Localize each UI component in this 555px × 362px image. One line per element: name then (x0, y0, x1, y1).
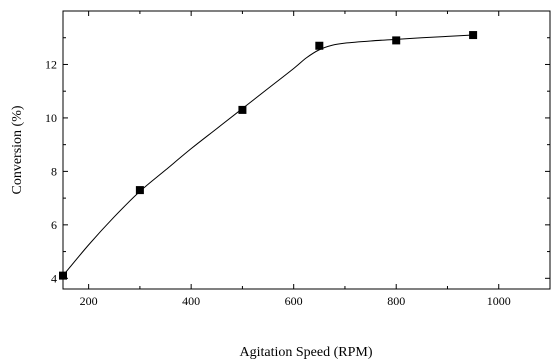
data-point (392, 36, 401, 45)
y-axis-title: Conversion (%) (10, 105, 25, 194)
data-points (59, 31, 478, 280)
plot-frame (62, 10, 551, 290)
data-point (469, 31, 478, 40)
y-tick-label: 4 (51, 271, 57, 285)
y-tick-label: 12 (45, 57, 57, 71)
axis-ticks (63, 11, 550, 289)
axis-tick-labels: 200 400 600 800 1000 4 6 8 10 12 (45, 57, 511, 308)
x-tick-label: 200 (80, 294, 98, 308)
x-axis-title: Agitation Speed (RPM) (240, 345, 373, 360)
y-tick-label: 10 (45, 111, 57, 125)
x-tick-label: 1000 (487, 294, 511, 308)
x-tick-label: 400 (182, 294, 200, 308)
fit-curve-line (62, 34, 474, 276)
y-tick-label: 6 (51, 218, 57, 232)
x-tick-label: 800 (387, 294, 405, 308)
data-point (315, 41, 324, 50)
data-point (59, 271, 67, 280)
data-point (238, 105, 247, 114)
y-tick-label: 8 (51, 164, 57, 178)
x-tick-label: 600 (285, 294, 303, 308)
data-point (135, 186, 144, 195)
